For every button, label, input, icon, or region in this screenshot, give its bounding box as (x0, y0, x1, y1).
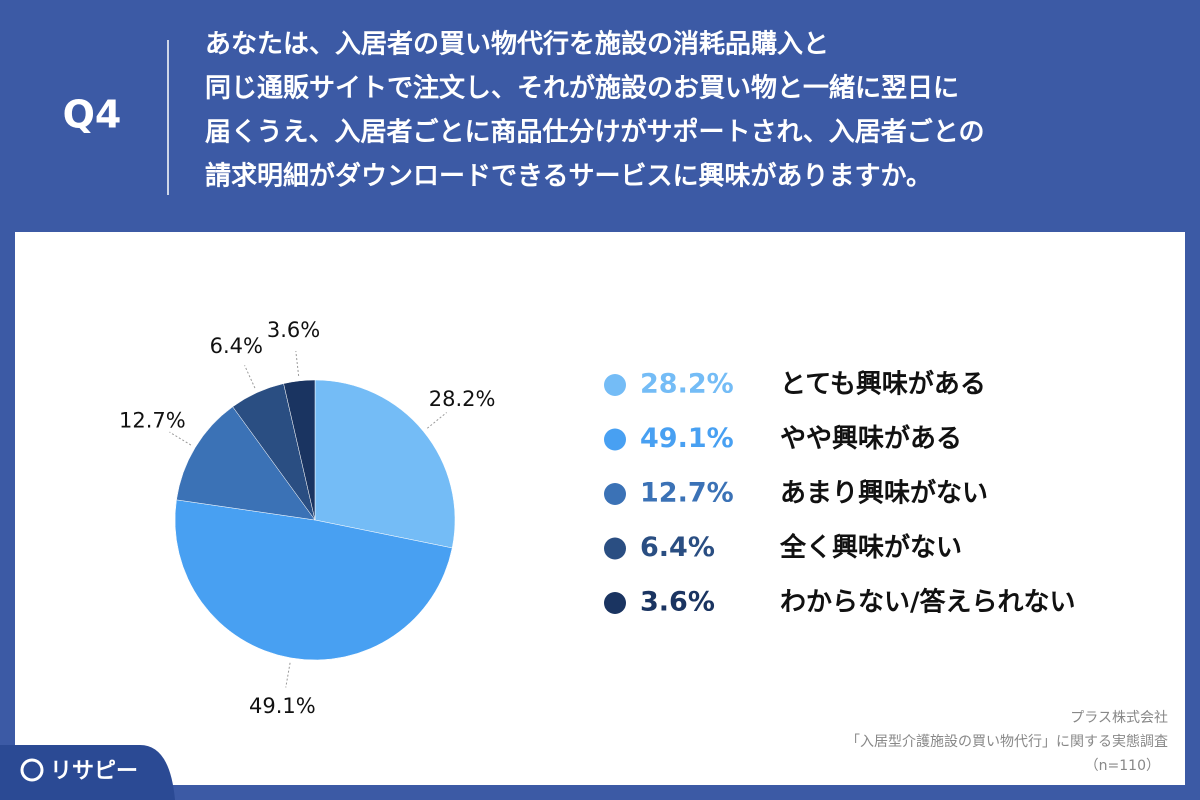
pie-slice (176, 406, 316, 521)
legend-marker (604, 592, 626, 614)
legend-marker (604, 537, 626, 560)
logo: リサピー (50, 759, 138, 784)
legend-value: 49.1% (640, 423, 734, 454)
leader-line (426, 412, 447, 429)
title-line: 届くうえ、入居者ごとに商品仕分けがサポートされ、入居者ごとの (205, 117, 984, 148)
source-note: 「入居型介護施設の買い物代行」に関する実態調査 (846, 734, 1168, 750)
legend-marker (604, 428, 626, 451)
legend-label: とても興味がある (780, 369, 986, 400)
data-label: 6.4% (210, 334, 263, 358)
data-label: 12.7% (119, 409, 186, 433)
leader-line (285, 662, 291, 688)
pie-slice (314, 379, 456, 549)
leader-line (169, 431, 192, 446)
title-line: あなたは、入居者の買い物代行を施設の消耗品購入と (205, 29, 829, 60)
legend-value: 28.2% (640, 369, 734, 400)
data-label: 3.6% (267, 318, 320, 342)
legend-label: わからない/答えられない (780, 587, 1076, 618)
legend-value: 3.6% (640, 587, 715, 618)
legend-value: 6.4% (640, 532, 715, 563)
logo-icon (20, 758, 44, 782)
question-number: Q4 (63, 93, 122, 137)
legend-label: あまり興味がない (780, 478, 988, 509)
legend-label: やや興味がある (780, 423, 962, 454)
legend-marker (604, 374, 626, 396)
pie-slice (174, 499, 453, 661)
legend-marker (604, 483, 626, 505)
title-line: 請求明細がダウンロードできるサービスに興味がありますか。 (205, 161, 932, 192)
source-note: （n=110） (1085, 758, 1160, 774)
logo-bg (0, 745, 175, 800)
data-label: 49.1% (249, 694, 316, 718)
title-line: 同じ通販サイトで注文し、それが施設のお買い物と一緒に翌日に (205, 73, 959, 104)
source-note: プラス株式会社 (1070, 710, 1168, 726)
data-label: 28.2% (429, 387, 496, 411)
legend-value: 12.7% (640, 478, 734, 509)
leader-line (244, 365, 256, 389)
legend-label: 全く興味がない (779, 532, 962, 563)
pie-slice (283, 379, 316, 521)
leader-line (295, 351, 300, 376)
